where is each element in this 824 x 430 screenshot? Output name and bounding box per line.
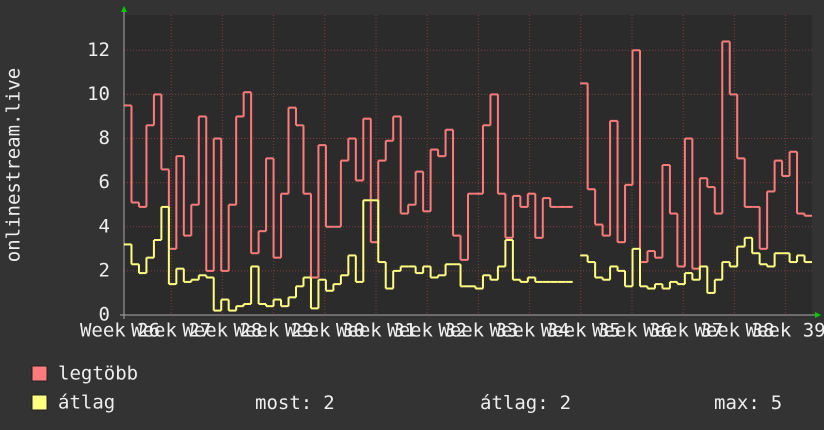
x-tick-label: Week 37 [643, 320, 723, 342]
y-tick-label: 0 [99, 304, 110, 326]
x-tick-label: Week 28 [182, 320, 262, 342]
x-tick-label: Week 29 [234, 320, 314, 342]
y-tick-label: 6 [99, 171, 110, 193]
axis-arrow [121, 6, 127, 12]
stat-label: átlag: [480, 392, 549, 414]
plot-area [124, 15, 812, 315]
y-tick-label: 10 [87, 83, 110, 105]
x-tick-label: Week 36 [592, 320, 672, 342]
y-tick-label: 2 [99, 259, 110, 281]
legend-swatch [31, 394, 48, 411]
x-tick-label: Week 39 [746, 320, 824, 342]
x-tick-label: Week 34 [490, 320, 570, 342]
legend-label: átlag [58, 392, 115, 414]
y-axis-label: onlinestream.live [3, 68, 25, 262]
x-tick-label: Week 38 [694, 320, 774, 342]
y-tick-label: 12 [87, 39, 110, 61]
stat-value: 2 [323, 392, 334, 414]
x-tick-label: Week 32 [387, 320, 467, 342]
legend-swatch [31, 365, 48, 382]
x-tick-label: Week 26 [80, 320, 160, 342]
stat-value: 5 [771, 392, 782, 414]
x-tick-label: Week 35 [541, 320, 621, 342]
x-tick-label: Week 31 [336, 320, 416, 342]
x-tick-label: Week 30 [285, 320, 365, 342]
legend-label: legtöbb [58, 363, 138, 385]
stat: max: 5 [714, 392, 782, 414]
stat-value: 2 [560, 392, 571, 414]
axis-arrow [815, 312, 821, 318]
x-tick-label: Week 27 [131, 320, 211, 342]
x-tick-label: Week 33 [438, 320, 518, 342]
stat-label: most: [255, 392, 312, 414]
stat-label: max: [714, 392, 760, 414]
stat: most: 2 [255, 392, 335, 414]
y-tick-label: 8 [99, 127, 110, 149]
stat: átlag: 2 [480, 392, 571, 414]
y-tick-label: 4 [99, 215, 110, 237]
